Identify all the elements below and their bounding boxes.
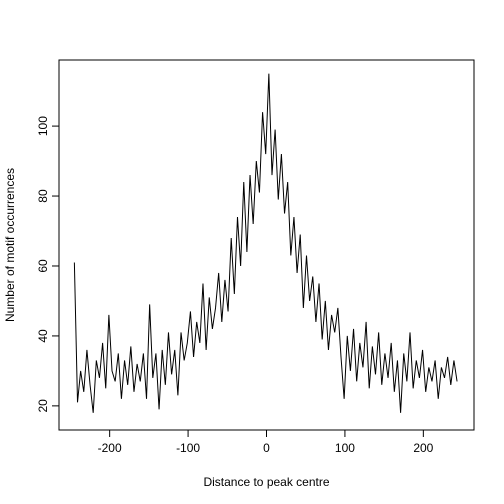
y-tick-label: 80 [36, 189, 50, 203]
x-tick-label: -100 [176, 441, 200, 455]
x-tick-label: 0 [263, 441, 270, 455]
y-tick-label: 20 [36, 399, 50, 413]
x-axis-label: Distance to peak centre [203, 475, 329, 489]
x-tick-label: -200 [98, 441, 122, 455]
y-axis-label: Number of motif occurrences [3, 168, 17, 322]
plot-box [58, 59, 475, 431]
y-tick-label: 60 [36, 259, 50, 273]
data-line [73, 73, 458, 413]
x-tick-label: 100 [335, 441, 355, 455]
x-tick-label: 200 [413, 441, 433, 455]
y-tick-label: 100 [36, 116, 50, 136]
y-tick-label: 40 [36, 329, 50, 343]
